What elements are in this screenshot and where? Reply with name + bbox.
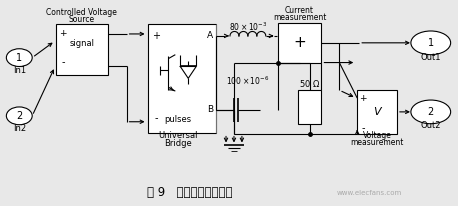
Bar <box>357 90 397 133</box>
Text: Source: Source <box>69 15 95 24</box>
Text: measurement: measurement <box>273 13 326 22</box>
Polygon shape <box>180 67 196 78</box>
Ellipse shape <box>411 100 451 124</box>
Bar <box>148 24 216 133</box>
Text: +: + <box>59 29 67 39</box>
Text: 50 $\Omega$: 50 $\Omega$ <box>299 78 320 89</box>
Text: -: - <box>155 113 158 123</box>
Text: In1: In1 <box>13 66 26 75</box>
Ellipse shape <box>6 49 32 67</box>
Text: V: V <box>373 107 381 117</box>
Text: pulses: pulses <box>165 115 192 124</box>
Text: Voltage: Voltage <box>363 131 392 140</box>
Text: +: + <box>360 94 367 103</box>
Text: 1: 1 <box>16 53 22 63</box>
Text: Out2: Out2 <box>420 121 441 130</box>
Text: signal: signal <box>70 39 94 48</box>
Text: 1: 1 <box>428 38 434 48</box>
Ellipse shape <box>6 107 32 125</box>
Text: $100\times10^{-6}$: $100\times10^{-6}$ <box>226 74 270 87</box>
Text: Universal: Universal <box>158 131 198 140</box>
Text: 2: 2 <box>428 107 434 117</box>
Text: In2: In2 <box>13 124 26 133</box>
Text: +: + <box>293 35 306 50</box>
Bar <box>298 90 322 124</box>
Text: 图 9   逆变电路仿真模型: 图 9 逆变电路仿真模型 <box>147 186 233 199</box>
Text: B: B <box>207 105 213 114</box>
Text: -: - <box>61 57 65 68</box>
Text: Controlled Voltage: Controlled Voltage <box>46 8 117 17</box>
Text: -: - <box>361 123 365 133</box>
Text: measurement: measurement <box>350 138 404 147</box>
Text: Out1: Out1 <box>420 53 441 62</box>
Text: +: + <box>153 31 160 41</box>
Text: 2: 2 <box>16 111 22 121</box>
Text: Current: Current <box>285 6 314 15</box>
Text: Bridge: Bridge <box>164 139 192 148</box>
Text: A: A <box>207 32 213 40</box>
Bar <box>56 24 108 75</box>
Ellipse shape <box>411 31 451 55</box>
Bar <box>278 23 322 63</box>
Text: $80\times10^{-3}$: $80\times10^{-3}$ <box>229 21 267 33</box>
Text: www.elecfans.com: www.elecfans.com <box>337 190 402 196</box>
